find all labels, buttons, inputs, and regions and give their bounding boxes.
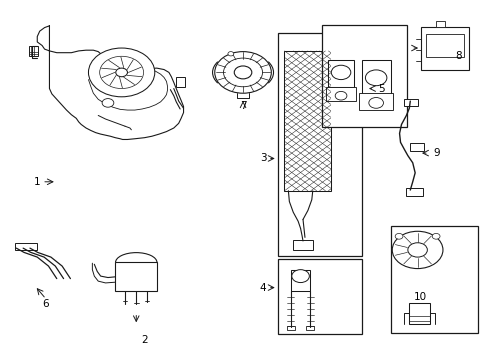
Bar bbox=[409, 143, 423, 150]
Bar bbox=[420, 27, 468, 69]
Text: 5: 5 bbox=[378, 84, 385, 94]
Bar bbox=[286, 325, 294, 330]
Text: 4: 4 bbox=[259, 283, 266, 293]
Circle shape bbox=[391, 231, 442, 269]
Bar bbox=[326, 87, 355, 101]
Bar bbox=[390, 226, 477, 333]
Circle shape bbox=[394, 233, 402, 239]
Circle shape bbox=[223, 58, 262, 87]
Text: 3: 3 bbox=[259, 153, 266, 163]
Bar bbox=[328, 60, 353, 87]
Bar bbox=[306, 325, 314, 330]
Text: 10: 10 bbox=[413, 292, 426, 302]
Bar bbox=[284, 51, 330, 191]
Bar bbox=[358, 93, 392, 110]
Circle shape bbox=[214, 51, 271, 93]
Bar bbox=[277, 33, 361, 256]
Bar bbox=[115, 262, 157, 291]
Bar bbox=[293, 240, 312, 250]
Circle shape bbox=[407, 243, 427, 257]
Bar bbox=[408, 303, 429, 324]
Bar bbox=[321, 25, 406, 127]
Bar bbox=[406, 188, 423, 196]
Circle shape bbox=[330, 65, 350, 80]
Text: 2: 2 bbox=[141, 334, 147, 345]
Bar bbox=[15, 243, 37, 250]
Text: 6: 6 bbox=[42, 299, 49, 309]
Circle shape bbox=[368, 98, 383, 108]
Circle shape bbox=[100, 56, 143, 89]
Text: 8: 8 bbox=[454, 51, 461, 61]
Bar bbox=[425, 34, 463, 57]
Circle shape bbox=[227, 51, 233, 56]
Circle shape bbox=[291, 270, 309, 283]
Bar bbox=[361, 60, 390, 94]
Bar bbox=[290, 270, 310, 291]
Circle shape bbox=[365, 70, 386, 86]
Text: 9: 9 bbox=[433, 148, 440, 158]
Circle shape bbox=[88, 48, 155, 97]
Circle shape bbox=[102, 99, 114, 107]
Bar bbox=[404, 99, 417, 107]
Circle shape bbox=[116, 68, 127, 77]
Bar bbox=[29, 46, 38, 56]
Bar bbox=[435, 22, 445, 27]
Circle shape bbox=[334, 91, 346, 100]
Circle shape bbox=[234, 66, 251, 79]
Circle shape bbox=[431, 233, 439, 239]
Text: 7: 7 bbox=[239, 102, 246, 112]
Text: 1: 1 bbox=[34, 177, 41, 187]
Bar bbox=[277, 259, 361, 334]
Bar bbox=[176, 77, 184, 87]
